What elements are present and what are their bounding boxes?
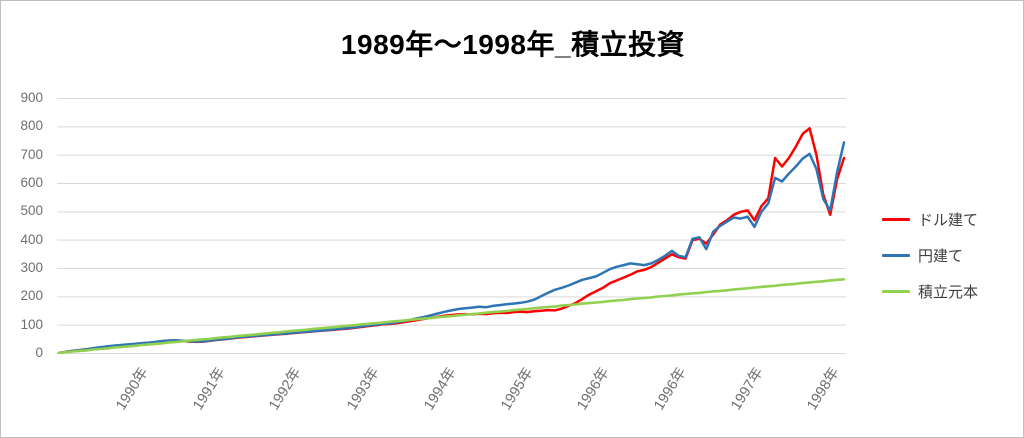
legend-line-swatch-yen	[882, 253, 910, 257]
legend-item-dollar: ドル建て	[882, 207, 978, 231]
y-tick-label: 0	[35, 345, 43, 360]
legend-item-yen: 円建て	[882, 243, 978, 267]
y-tick-label: 200	[20, 288, 43, 304]
series-line-1	[57, 141, 846, 354]
chart-title: 1989年～1998年_積立投資	[340, 29, 686, 60]
legend-label-principal: 積立元本	[918, 283, 979, 301]
x-tick-label: 1996年	[651, 365, 690, 414]
y-tick-label: 700	[20, 146, 43, 162]
y-tick-label: 300	[20, 260, 43, 275]
y-tick-label: 600	[20, 175, 43, 190]
x-tick-label: 1997年	[728, 365, 767, 414]
y-tick-label: 100	[20, 316, 43, 332]
legend-item-principal: 積立元本	[882, 279, 978, 303]
legend: ドル建て 円建て 積立元本	[882, 207, 978, 315]
y-tick-label: 500	[20, 203, 43, 219]
legend-label-yen: 円建て	[918, 247, 964, 265]
series-line-2	[57, 278, 846, 354]
x-tick-label: 1990年	[113, 365, 152, 414]
legend-label-dollar: ドル建て	[918, 211, 979, 229]
x-tick-label: 1994年	[421, 365, 460, 414]
x-tick-label: 1992年	[266, 365, 305, 414]
x-tick-label: 1996年	[574, 365, 613, 414]
y-tick-label: 400	[20, 231, 43, 247]
x-tick-label: 1991年	[190, 365, 229, 414]
legend-line-swatch-dollar	[882, 217, 910, 221]
x-tick-label: 1993年	[343, 365, 383, 414]
plot-area	[57, 98, 846, 354]
y-tick-label: 900	[20, 90, 43, 105]
x-tick-label: 1995年	[497, 365, 537, 414]
legend-line-swatch-principal	[882, 289, 910, 293]
x-tick-label: 1998年	[804, 365, 843, 414]
y-tick-label: 800	[20, 118, 43, 134]
